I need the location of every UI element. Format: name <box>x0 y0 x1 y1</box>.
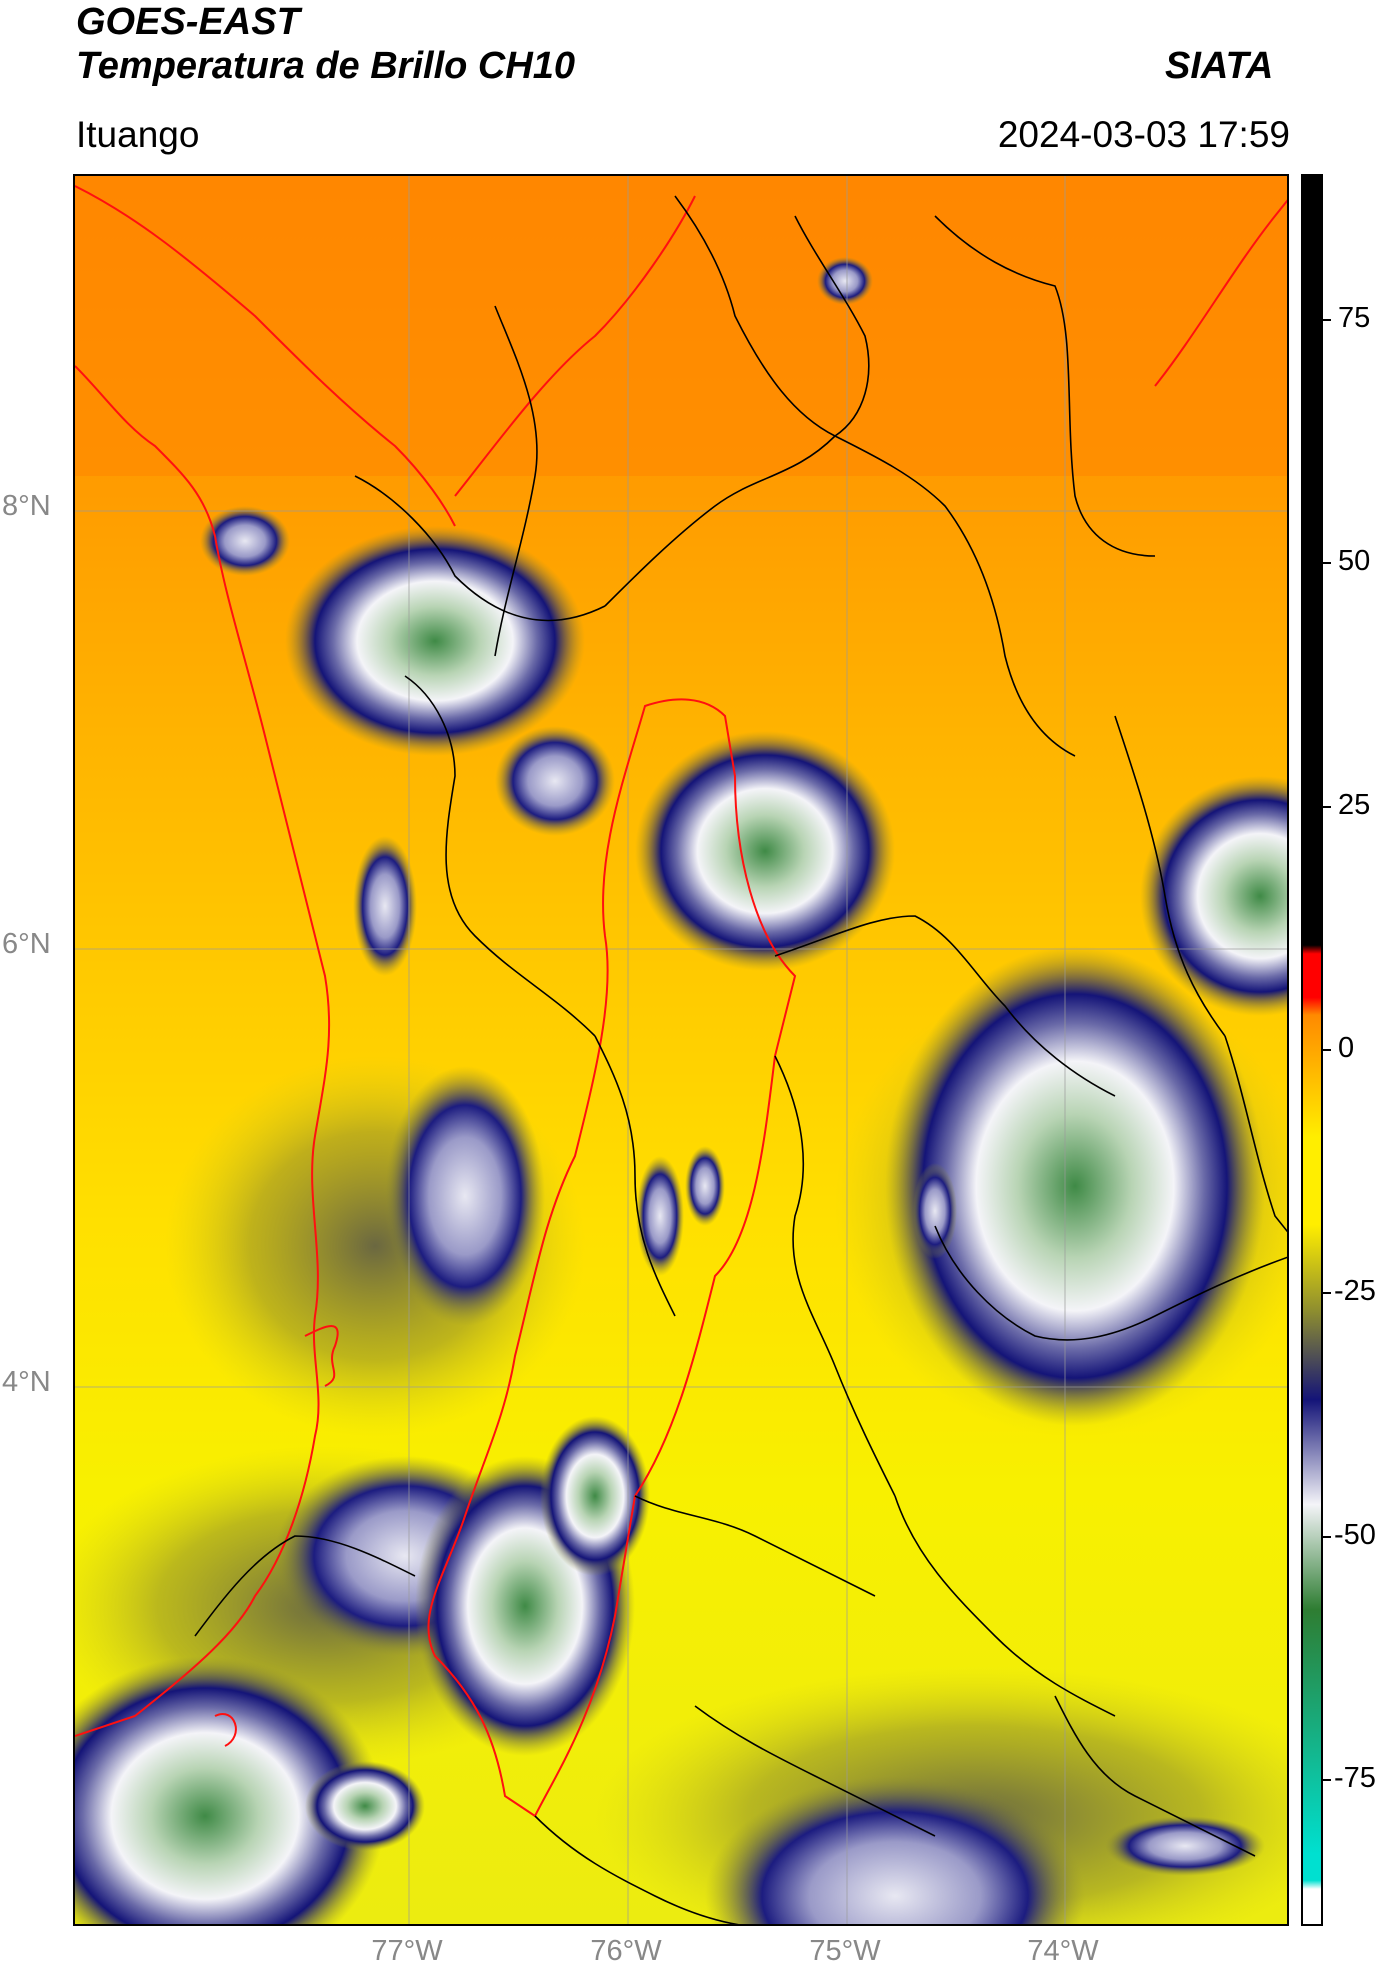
colorbar-tick-label: -75 <box>1334 1762 1376 1794</box>
lat-label-6n: 6°N <box>2 928 51 960</box>
temperature-colorbar <box>1301 174 1323 1926</box>
colorbar-tick-label: 75 <box>1338 302 1371 334</box>
lon-label-76w: 76°W <box>590 1935 662 1967</box>
colorbar-tick-label: 25 <box>1338 788 1371 821</box>
colorbar-tick-mark <box>1323 562 1331 565</box>
convective-cell <box>495 726 615 836</box>
warm-region <box>75 176 1287 476</box>
map-canvas <box>75 176 1287 1924</box>
convective-cell <box>385 1066 545 1326</box>
satellite-title: GOES-EAST <box>76 1 300 43</box>
department-boundaries <box>194 195 1287 1924</box>
datetime-label: 2024-03-03 17:59 <box>997 114 1290 155</box>
lat-label-4n: 4°N <box>2 1366 51 1398</box>
convective-cell <box>636 1156 684 1276</box>
colorbar-tick-label: 0 <box>1338 1032 1355 1064</box>
colorbar-tick-mark <box>1323 1535 1331 1538</box>
convective-cell <box>540 1416 650 1576</box>
convective-cell <box>305 1761 425 1851</box>
colorbar-tick-mark <box>1323 1049 1331 1051</box>
lat-label-8n: 8°N <box>2 490 51 522</box>
convective-cell <box>285 526 585 756</box>
convective-cell <box>200 506 290 576</box>
brightness-temperature-map[interactable] <box>73 174 1289 1926</box>
basin-outline <box>427 698 797 1818</box>
colorbar-tick-label: 50 <box>1338 545 1371 578</box>
colorbar-tick-mark <box>1323 1779 1331 1781</box>
graticule <box>75 176 1287 1924</box>
convective-cell <box>817 257 873 305</box>
convective-cell <box>1105 1816 1265 1876</box>
convective-cell <box>1140 776 1287 1016</box>
convective-cell <box>75 1656 385 1924</box>
location-label: Ituango <box>76 114 200 155</box>
colorbar-tick-mark <box>1323 319 1331 321</box>
coastline <box>75 185 1287 1747</box>
convective-cell <box>353 836 417 976</box>
product-title: Temperatura de Brillo CH10 <box>76 45 576 87</box>
convective-cell <box>635 731 895 971</box>
lon-label-77w: 77°W <box>371 1935 443 1967</box>
lon-label-75w: 75°W <box>809 1935 881 1967</box>
colorbar-tick-label: -50 <box>1334 1518 1376 1551</box>
convective-cell <box>705 1776 1085 1924</box>
convective-cell <box>685 1146 725 1226</box>
colorbar-tick-label: -25 <box>1334 1275 1376 1308</box>
colorbar-tick-mark <box>1323 1292 1331 1295</box>
convective-cell <box>885 946 1265 1426</box>
lon-label-74w: 74°W <box>1027 1935 1099 1967</box>
colorbar-tick-mark <box>1323 805 1331 808</box>
organization-label: SIATA <box>1165 45 1274 87</box>
convective-cell <box>913 1163 957 1259</box>
